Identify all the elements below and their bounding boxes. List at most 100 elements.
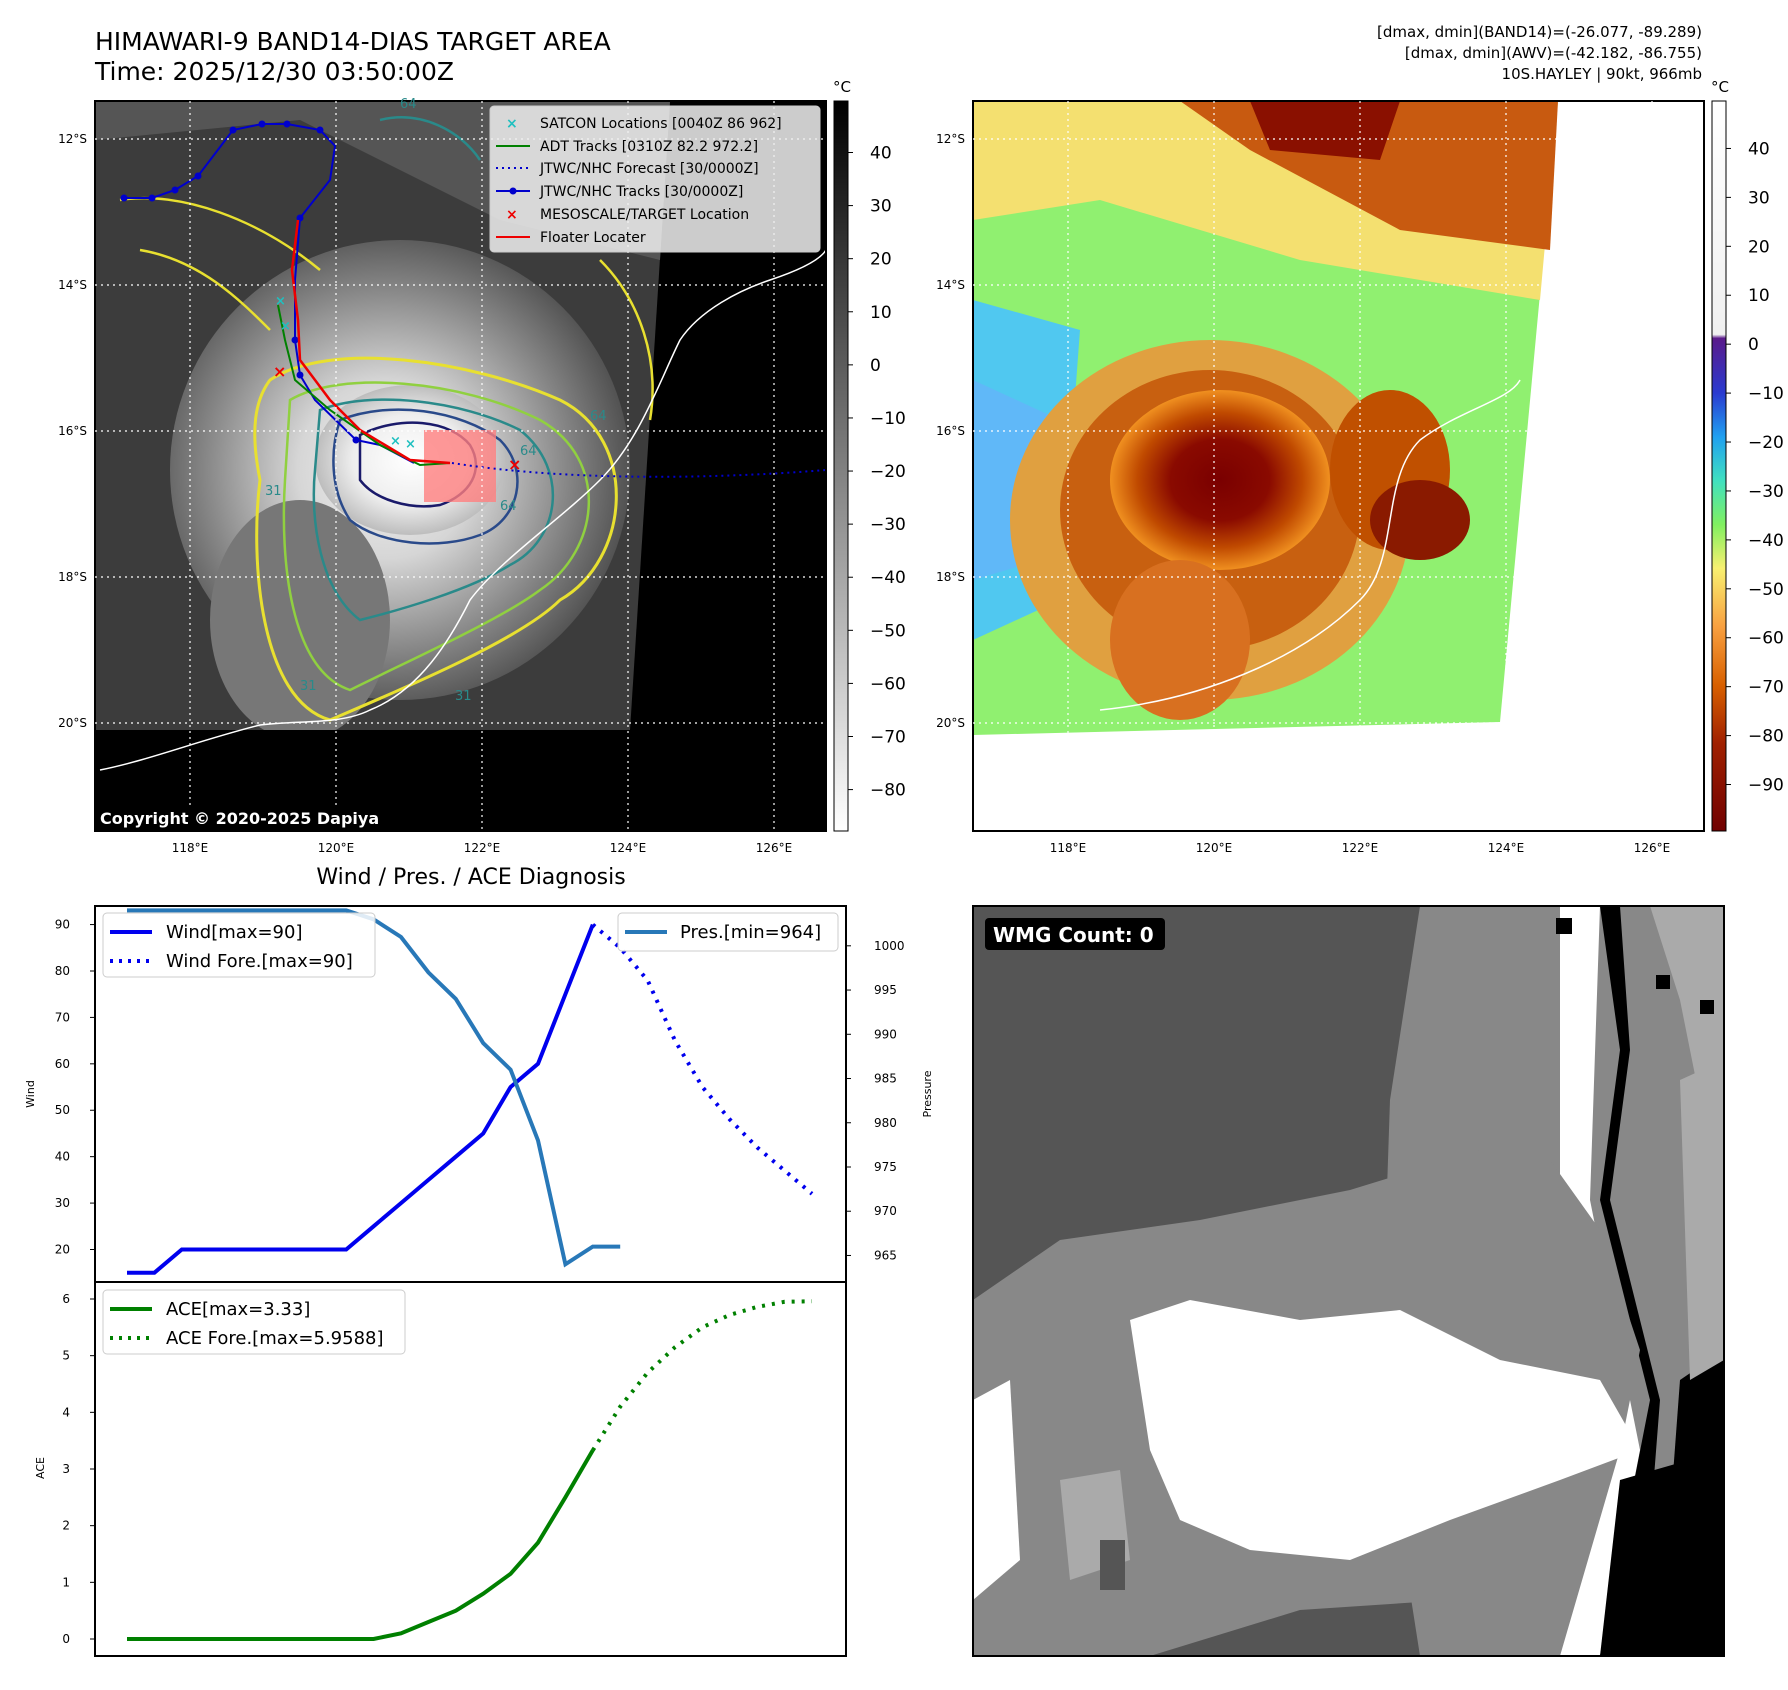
diagnosis-title: Wind / Pres. / ACE Diagnosis <box>316 865 625 890</box>
pressure-y-ticks: 965 970 975 980 985 990 995 1000 <box>846 939 905 1262</box>
svg-text:Wind Fore.[max=90]: Wind Fore.[max=90] <box>166 951 353 972</box>
contour-label-4: 31 <box>300 679 317 694</box>
colorbar-tick-label-8: −40 <box>870 568 906 588</box>
y-tick-label-1: 1 <box>62 1575 70 1589</box>
colorbar-tick-label-6: −20 <box>1748 433 1784 453</box>
svg-text:×: × <box>506 116 518 132</box>
svg-text:ADT Tracks [0310Z 82.2 972.2]: ADT Tracks [0310Z 82.2 972.2] <box>540 139 758 155</box>
contour-labels: 64 64 64 31 31 31 64 <box>265 97 607 704</box>
y-tick-label-4: 4 <box>62 1405 70 1419</box>
lat-label-4: 20°S <box>936 716 965 730</box>
series-line-ace-fore- <box>591 1299 813 1452</box>
colorbar-tick-label-10: −60 <box>1748 629 1784 649</box>
colorbar-tick-label-9: −50 <box>870 621 906 641</box>
svg-text:JTWC/NHC Forecast [30/0000Z]: JTWC/NHC Forecast [30/0000Z] <box>539 161 759 177</box>
satellite-colorbar <box>833 100 849 832</box>
y-tick-label-3: 50 <box>55 1103 70 1117</box>
colorbar-tick-label-7: −30 <box>870 515 906 535</box>
wind-legend: Wind[max=90] Wind Fore.[max=90] <box>102 912 376 978</box>
y-tick-label-4: 60 <box>55 1057 70 1071</box>
svg-text:×: × <box>273 362 286 381</box>
y2-tick-label-5: 990 <box>874 1027 897 1041</box>
svg-text:×: × <box>405 437 416 452</box>
ace-legend: ACE[max=3.33] ACE Fore.[max=5.9588] <box>102 1289 406 1355</box>
wmg-count-text: WMG Count: 0 <box>993 923 1154 947</box>
lat-label-0: 12°S <box>58 132 87 146</box>
band14-range-text: [dmax, dmin](BAND14)=(-26.077, -89.289) <box>1377 23 1702 41</box>
legend-entry-jtwc-tracks: JTWC/NHC Tracks [30/0000Z] <box>496 184 743 200</box>
colorbar-tick-label-8: −40 <box>1748 531 1784 551</box>
ir-colorbar <box>1711 100 1727 832</box>
lat-label-4: 20°S <box>58 716 87 730</box>
svg-text:×: × <box>275 294 286 309</box>
ir-colorbar-ticks: 40 30 20 10 0 −10 −20 −30 −40 −50 −60 −70 −80 −90 <box>1726 139 1784 796</box>
awv-range-text: [dmax, dmin](AWV)=(-42.182, -86.755) <box>1405 44 1702 62</box>
copyright-text: Copyright © 2020-2025 Dapiya <box>100 809 379 828</box>
colorbar-tick-label-10: −60 <box>870 674 906 694</box>
ace-series <box>127 1299 813 1641</box>
satellite-time: Time: 2025/12/30 03:50:00Z <box>94 57 454 86</box>
y-tick-label-5: 5 <box>62 1349 70 1363</box>
ir-colorbar-unit: °C <box>1711 78 1729 96</box>
svg-text:JTWC/NHC Tracks [30/0000Z]: JTWC/NHC Tracks [30/0000Z] <box>539 184 743 200</box>
wmg-image <box>973 906 1724 1656</box>
satellite-legend: × SATCON Locations [0040Z 86 962] ADT Tr… <box>489 105 821 253</box>
colorbar-tick-label-4: 0 <box>1748 335 1759 355</box>
wind-axis-label: Wind <box>24 1080 37 1108</box>
colorbar-tick-label-1: 30 <box>870 197 892 217</box>
y-tick-label-7: 90 <box>55 918 70 932</box>
lon-label-4: 126°E <box>1634 841 1671 855</box>
colorbar-tick-label-3: 10 <box>870 303 892 323</box>
wmg-count-badge <box>985 918 1165 950</box>
svg-text:SATCON Locations [0040Z 86 962: SATCON Locations [0040Z 86 962] <box>540 116 782 132</box>
colorbar-tick-label-2: 20 <box>1748 237 1770 257</box>
legend-entry-adt: ADT Tracks [0310Z 82.2 972.2] <box>496 139 758 155</box>
y-tick-label-1: 30 <box>55 1196 70 1210</box>
legend-entry-pressure: Pres.[min=964] <box>625 922 821 943</box>
legend-entry-ace: ACE[max=3.33] <box>110 1299 310 1320</box>
pressure-legend: Pres.[min=964] <box>617 912 839 952</box>
legend-entry-satcon: × SATCON Locations [0040Z 86 962] <box>506 116 782 132</box>
lat-label-0: 12°S <box>936 132 965 146</box>
lon-label-2: 122°E <box>1342 841 1379 855</box>
legend-entry-ace-forecast: ACE Fore.[max=5.9588] <box>110 1328 384 1349</box>
colorbar-tick-label-0: 40 <box>870 143 892 163</box>
svg-text:×: × <box>508 455 521 474</box>
legend-entry-jtwc-forecast: JTWC/NHC Forecast [30/0000Z] <box>496 161 759 177</box>
colorbar-tick-label-5: −10 <box>870 409 906 429</box>
colorbar-tick-label-12: −80 <box>1748 727 1784 747</box>
satellite-title: HIMAWARI-9 BAND14-DIAS TARGET AREA <box>95 27 611 56</box>
legend-entry-target-location: × MESOSCALE/TARGET Location <box>506 207 749 223</box>
satellite-colorbar-unit: °C <box>833 78 851 96</box>
ir-gridlines <box>973 101 1704 831</box>
y-tick-label-6: 80 <box>55 964 70 978</box>
ace-y-ticks: 0 1 2 3 4 5 6 <box>62 1292 95 1646</box>
ir-frame <box>972 100 1705 832</box>
y-tick-label-5: 70 <box>55 1010 70 1024</box>
diagnosis-panel: Wind / Pres. / ACE Diagnosis 20304050607… <box>24 865 934 1657</box>
lat-label-3: 18°S <box>936 570 965 584</box>
satellite-frame <box>94 100 827 832</box>
y2-tick-label-7: 1000 <box>874 939 905 953</box>
contour-label-3: 31 <box>265 484 282 499</box>
lat-label-1: 14°S <box>58 278 87 292</box>
colorbar-tick-label-12: −80 <box>870 781 906 801</box>
colorbar-tick-label-0: 40 <box>1748 139 1770 159</box>
contour-label-6: 64 <box>590 409 607 424</box>
colorbar-tick-label-13: −90 <box>1748 776 1784 796</box>
legend-entry-wind: Wind[max=90] <box>110 922 303 943</box>
wind-y-ticks: 20 30 40 50 60 70 80 90 <box>55 918 95 1257</box>
satellite-colorbar-ticks: 40 30 20 10 0 −10 −20 −30 −40 −50 −60 −70 −80 <box>848 143 906 801</box>
y-tick-label-3: 3 <box>62 1462 70 1476</box>
lat-label-2: 16°S <box>936 424 965 438</box>
colorbar-tick-label-1: 30 <box>1748 188 1770 208</box>
lon-label-1: 120°E <box>1196 841 1233 855</box>
series-line-ace <box>127 1449 595 1641</box>
copyright-box <box>95 806 405 830</box>
lon-label-4: 126°E <box>756 841 793 855</box>
ir-panel: 12°S 14°S 16°S 18°S 20°S 118°E 120°E 122°E 124°… <box>936 23 1784 855</box>
colorbar-tick-label-5: −10 <box>1748 384 1784 404</box>
y2-tick-label-1: 970 <box>874 1204 897 1218</box>
svg-text:MESOSCALE/TARGET Location: MESOSCALE/TARGET Location <box>540 207 749 223</box>
